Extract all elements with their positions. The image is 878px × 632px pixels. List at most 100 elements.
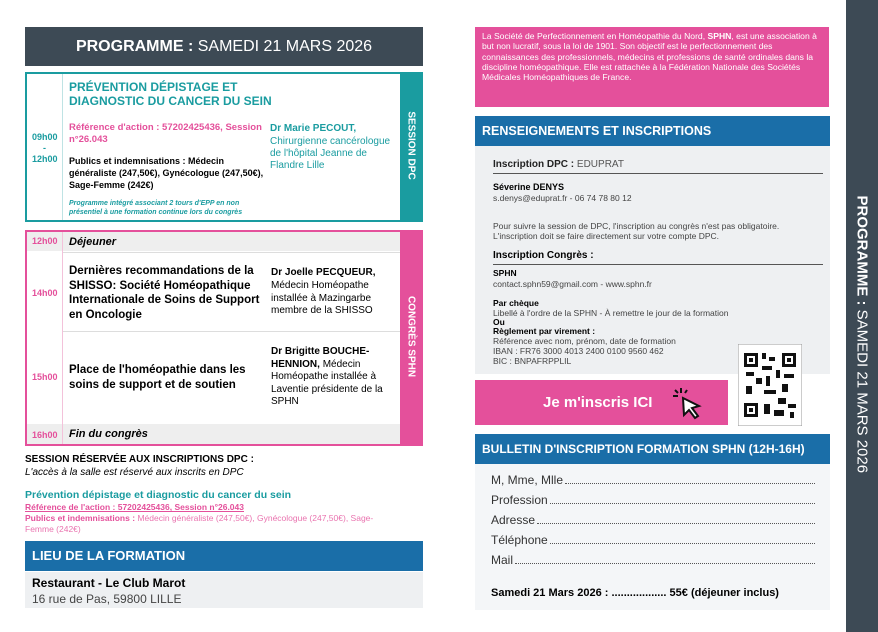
form-title: BULLETIN D'INSCRIPTION FORMATION SPHN (1…	[482, 442, 805, 456]
info-bar: RENSEIGNEMENTS ET INSCRIPTIONS	[475, 116, 830, 146]
public-label: Publics et indemnisations :	[25, 513, 136, 523]
dpc-note: Pour suivre la session de DPC, l'inscrip…	[493, 221, 780, 241]
bic: BIC : BNPAFRPPLIL	[493, 356, 572, 366]
congress-label: CONGRÈS SPHN	[405, 295, 417, 378]
field-label: M, Mme, Mlle	[491, 473, 563, 487]
reserved-reference: Référence de l'action : 57202425436, Ses…	[25, 502, 244, 512]
time: 09h00	[32, 132, 58, 142]
header: PROGRAMME : SAMEDI 21 MARS 2026	[25, 27, 423, 66]
cheque-text: Libellé à l'ordre de la SPHN - À remettr…	[493, 308, 729, 318]
transfer-label: Règlement par virement :	[493, 326, 596, 336]
reference: Référence d'action : 57202425436, Sessio…	[69, 122, 262, 145]
form-bar: BULLETIN D'INSCRIPTION FORMATION SPHN (1…	[475, 434, 830, 464]
row-bg	[27, 424, 400, 444]
or: Ou	[493, 317, 505, 327]
form-box	[475, 464, 830, 610]
time: 12h00	[32, 236, 58, 246]
row-title: Dernières recommandations de la SHISSO: …	[69, 265, 260, 321]
speaker-desc: Médecin Homéopathe installée à Laventie …	[271, 358, 383, 408]
venue-box	[25, 572, 423, 608]
transfer-ref: Référence avec nom, prénom, date de form…	[493, 336, 676, 346]
dpc-box	[25, 72, 401, 222]
side-banner	[846, 0, 878, 632]
public: Publics et indemnisations : Médecin géné…	[69, 156, 264, 190]
about-bold: SPHN	[707, 31, 732, 41]
field-line	[515, 553, 815, 564]
about-text: La Société de Perfectionnement en Homéop…	[482, 31, 708, 41]
side-rest: SAMEDI 21 MARS 2026	[853, 309, 871, 474]
price-dots: ..................	[611, 587, 667, 599]
dpc-line: Inscription DPC : EDUPRAT	[493, 159, 624, 170]
field-line	[549, 533, 815, 544]
header-rest: SAMEDI 21 MARS 2026	[197, 38, 373, 55]
row-title: Place de l'homéopathie dans les soins de…	[69, 364, 246, 391]
dpc-label: Inscription DPC :	[493, 159, 575, 170]
reserved-title: SESSION RÉSERVÉE AUX INSCRIPTIONS DPC :	[25, 454, 254, 465]
field-label: Mail	[491, 553, 514, 567]
header-bold: PROGRAMME :	[75, 38, 194, 55]
form-field: Téléphone	[491, 533, 815, 547]
note: Programme intégré associant 2 tours d'EP…	[69, 200, 243, 216]
reserved-note: L'accès à la salle est réservé aux inscr…	[25, 467, 244, 478]
row-title: Fin du congrès	[69, 428, 148, 440]
side-banner-text: PROGRAMME : SAMEDI 21 MARS 2026	[853, 195, 871, 474]
price-line: Samedi 21 Mars 2026 : ..................…	[491, 587, 779, 599]
time: 15h00	[32, 372, 58, 382]
side-bold: PROGRAMME :	[853, 195, 871, 306]
divider	[62, 331, 400, 332]
divider	[62, 232, 63, 444]
about-box: La Société de Perfectionnement en Homéop…	[475, 27, 829, 107]
about-text: , est une association à but non lucratif…	[482, 31, 817, 83]
cursor-icon	[673, 388, 702, 420]
side-bar	[400, 72, 423, 222]
form-field: Profession	[491, 493, 815, 507]
side-bar	[400, 230, 423, 446]
form-field: Mail	[491, 553, 815, 567]
reserved-public: Publics et indemnisations : Médecin géné…	[25, 513, 385, 535]
time: 12h00	[32, 154, 58, 164]
speaker-name: Dr Brigitte BOUCHE-HENNION,	[271, 346, 370, 370]
form-field: Adresse	[491, 513, 815, 527]
speaker-desc: Médecin Homéopathe installée à Mazingarb…	[271, 280, 373, 316]
reserved-program: Prévention dépistage et diagnostic du ca…	[25, 489, 292, 501]
price-date: Samedi 21 Mars 2026 :	[491, 587, 609, 599]
sphn-contact: contact.sphn59@gmail.com - www.sphn.fr	[493, 279, 652, 289]
contact-details: s.denys@eduprat.fr - 06 74 78 80 12	[493, 193, 632, 203]
sphn: SPHN	[493, 268, 517, 278]
field-label: Adresse	[491, 513, 536, 527]
speaker-desc: Chirurgienne cancérologue de l'hôpital J…	[270, 136, 391, 171]
divider	[62, 252, 400, 253]
dpc-org: EDUPRAT	[576, 159, 624, 170]
register-button[interactable]: Je m'inscris ICI	[475, 380, 728, 425]
session-label: SESSION DPC	[405, 111, 417, 180]
congress-label: Inscription Congrès :	[493, 250, 594, 261]
time: 14h00	[32, 288, 58, 298]
field-line	[537, 513, 815, 524]
session-title: PRÉVENTION DÉPISTAGE ET DIAGNOSTIC DU CA…	[69, 80, 272, 108]
rule	[493, 264, 823, 265]
field-line	[549, 493, 815, 504]
divider	[62, 74, 63, 220]
venue-bar: LIEU DE LA FORMATION	[25, 541, 423, 571]
venue-title: LIEU DE LA FORMATION	[32, 548, 186, 563]
iban: IBAN : FR76 3000 4013 2400 0100 9560 462	[493, 346, 664, 356]
speaker: Dr Brigitte BOUCHE-HENNION, Médecin Homé…	[271, 346, 393, 409]
cheque-label: Par chèque	[493, 298, 539, 308]
venue-name: Restaurant - Le Club Marot	[32, 576, 186, 590]
field-line	[565, 473, 815, 484]
speaker-name: Dr Joelle PECQUEUR,	[271, 267, 376, 278]
venue-address: 16 rue de Pas, 59800 LILLE	[32, 592, 182, 606]
public-text: Médecin généraliste (247,50€), Gynécolog…	[25, 513, 374, 534]
row-bg	[27, 232, 400, 251]
field-label: Profession	[491, 493, 548, 507]
time: 16h00	[32, 430, 58, 440]
info-box	[475, 146, 830, 374]
price: 55€ (déjeuner inclus)	[669, 587, 779, 599]
time-sep: -	[43, 143, 46, 153]
row-title: Déjeuner	[69, 236, 117, 248]
speaker-name: Dr Marie PECOUT,	[270, 123, 357, 134]
form-field: M, Mme, Mlle	[491, 473, 815, 487]
info-title: RENSEIGNEMENTS ET INSCRIPTIONS	[482, 124, 712, 138]
qr-code	[738, 344, 802, 426]
